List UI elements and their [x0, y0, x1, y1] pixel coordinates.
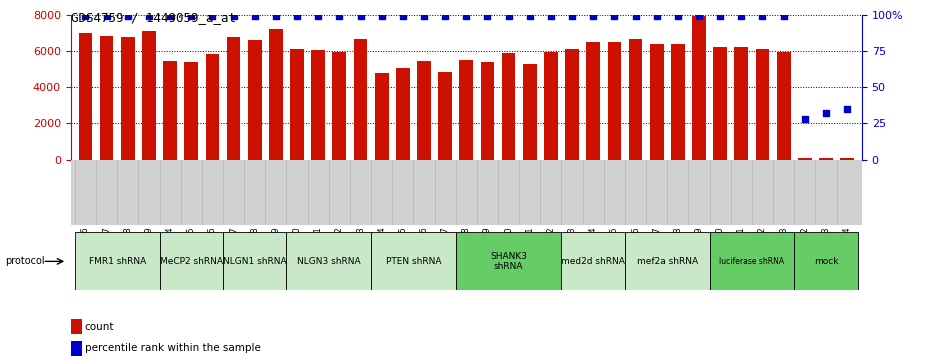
Point — [78, 13, 93, 19]
Bar — [561, 232, 625, 290]
Point — [141, 13, 156, 19]
Bar — [121, 37, 135, 160]
Bar — [396, 68, 410, 160]
Bar — [227, 37, 240, 160]
Text: mock: mock — [814, 257, 838, 266]
Bar — [735, 47, 748, 160]
Point — [734, 13, 749, 19]
Bar — [353, 39, 367, 160]
Text: mef2a shRNA: mef2a shRNA — [637, 257, 698, 266]
Bar — [798, 158, 812, 160]
Bar — [713, 47, 727, 160]
Point — [544, 13, 559, 19]
Point — [99, 13, 114, 19]
Bar — [417, 61, 430, 160]
Point — [649, 13, 664, 19]
Bar — [523, 64, 537, 160]
Bar — [502, 53, 515, 160]
Bar — [586, 42, 600, 160]
Bar — [185, 62, 198, 160]
Bar — [311, 50, 325, 160]
Bar — [223, 232, 286, 290]
Text: luciferase shRNA: luciferase shRNA — [720, 257, 785, 266]
Point — [797, 116, 812, 122]
Point — [479, 13, 495, 19]
Bar — [460, 60, 473, 160]
Point — [839, 106, 854, 112]
Point — [713, 13, 728, 19]
Text: protocol: protocol — [5, 256, 44, 266]
Point — [396, 13, 411, 19]
Text: SHANK3
shRNA: SHANK3 shRNA — [490, 252, 528, 271]
Point — [121, 13, 136, 19]
Text: FMR1 shRNA: FMR1 shRNA — [89, 257, 146, 266]
Text: count: count — [85, 322, 114, 332]
Bar — [78, 33, 92, 160]
Bar — [544, 52, 558, 160]
Point — [204, 13, 219, 19]
Point — [564, 13, 579, 19]
Text: NLGN3 shRNA: NLGN3 shRNA — [297, 257, 361, 266]
Point — [607, 13, 622, 19]
Point — [501, 13, 516, 19]
Point — [776, 13, 791, 19]
Bar — [142, 31, 155, 160]
Bar — [628, 39, 642, 160]
Bar — [608, 42, 622, 160]
Point — [353, 13, 368, 19]
Bar — [755, 49, 770, 160]
Point — [438, 13, 453, 19]
Text: med2d shRNA: med2d shRNA — [561, 257, 625, 266]
Text: GDS4759 / 1449059_a_at: GDS4759 / 1449059_a_at — [71, 11, 236, 24]
Point — [226, 13, 241, 19]
Text: NLGN1 shRNA: NLGN1 shRNA — [223, 257, 286, 266]
Bar — [438, 72, 452, 160]
Point — [522, 13, 537, 19]
Bar — [625, 232, 709, 290]
Point — [374, 13, 389, 19]
Point — [247, 13, 262, 19]
Point — [755, 13, 770, 19]
Bar — [820, 158, 833, 160]
Bar — [777, 52, 790, 160]
Point — [289, 13, 304, 19]
Point — [416, 13, 431, 19]
Bar — [205, 54, 219, 160]
Bar — [248, 40, 262, 160]
Point — [184, 13, 199, 19]
Bar — [794, 232, 858, 290]
Point — [628, 13, 643, 19]
Point — [311, 13, 326, 19]
Bar — [159, 232, 223, 290]
Bar — [692, 16, 706, 160]
Bar — [269, 29, 283, 160]
Bar — [163, 61, 177, 160]
Bar — [456, 232, 561, 290]
Point — [332, 13, 347, 19]
Bar — [709, 232, 794, 290]
Point — [163, 13, 178, 19]
Bar — [371, 232, 456, 290]
Point — [691, 13, 706, 19]
Bar — [100, 36, 113, 160]
Point — [586, 13, 601, 19]
Bar — [290, 49, 304, 160]
Bar — [650, 44, 663, 160]
Point — [459, 13, 474, 19]
Bar — [74, 232, 159, 290]
Bar — [480, 62, 495, 160]
Text: MeCP2 shRNA: MeCP2 shRNA — [160, 257, 222, 266]
Bar — [565, 49, 579, 160]
Point — [268, 13, 284, 19]
Bar — [840, 158, 854, 160]
Point — [819, 110, 834, 116]
Bar — [671, 45, 685, 160]
Text: percentile rank within the sample: percentile rank within the sample — [85, 343, 261, 354]
Bar — [375, 73, 388, 160]
Bar — [333, 52, 347, 160]
Text: PTEN shRNA: PTEN shRNA — [385, 257, 441, 266]
Bar — [286, 232, 371, 290]
Point — [671, 13, 686, 19]
